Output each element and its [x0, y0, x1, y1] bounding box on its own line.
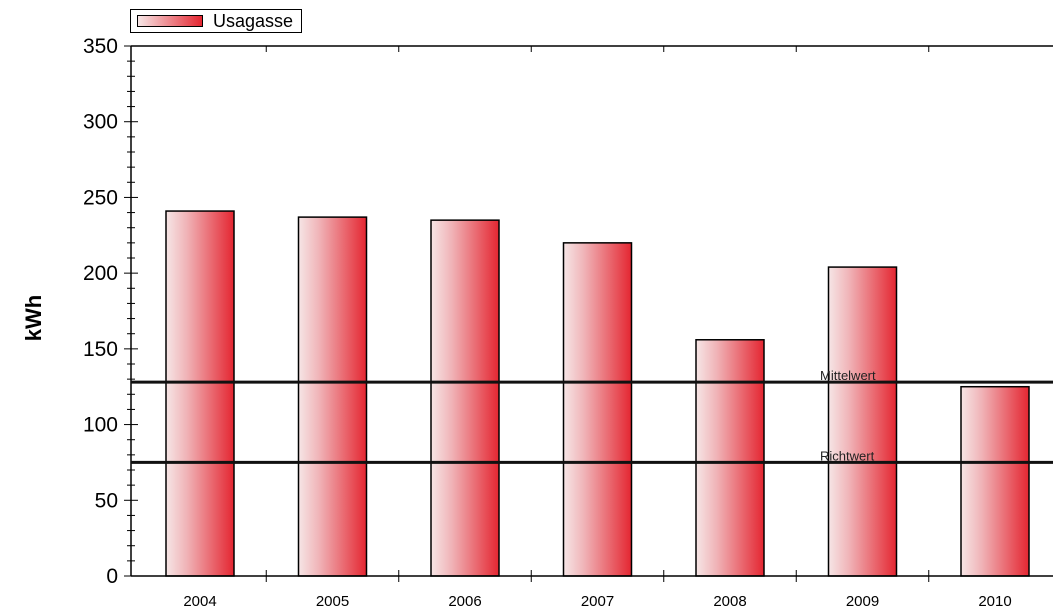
bar: [297, 216, 368, 577]
y-tick-label: 200: [83, 262, 118, 285]
y-tick-label: 0: [106, 565, 118, 588]
y-tick-label: 350: [83, 35, 118, 58]
legend-swatch: [137, 15, 203, 27]
bar: [430, 219, 500, 577]
x-tick-label: 2004: [183, 593, 216, 610]
y-tick-label: 50: [95, 489, 118, 512]
x-tick-label: 2009: [846, 593, 879, 610]
bar: [165, 210, 235, 577]
y-tick-label: 150: [83, 338, 118, 361]
bar: [960, 385, 1030, 577]
y-tick-label: 300: [83, 111, 118, 134]
bar: [827, 266, 898, 577]
x-tick-label: 2008: [713, 593, 746, 610]
bar: [562, 242, 633, 577]
bar: [695, 339, 765, 577]
y-tick-label: 100: [83, 414, 118, 437]
x-tick-label: 2005: [316, 593, 349, 610]
y-tick-label: 250: [83, 186, 118, 209]
reference-line-label: Mittelwert: [820, 368, 876, 383]
x-tick-label: 2010: [978, 593, 1011, 610]
legend: Usagasse: [130, 9, 303, 33]
reference-line-label: Richtwert: [820, 448, 875, 463]
legend-label: Usagasse: [213, 10, 294, 31]
x-tick-label: 2006: [448, 593, 481, 610]
x-tick-label: 2007: [581, 593, 614, 610]
